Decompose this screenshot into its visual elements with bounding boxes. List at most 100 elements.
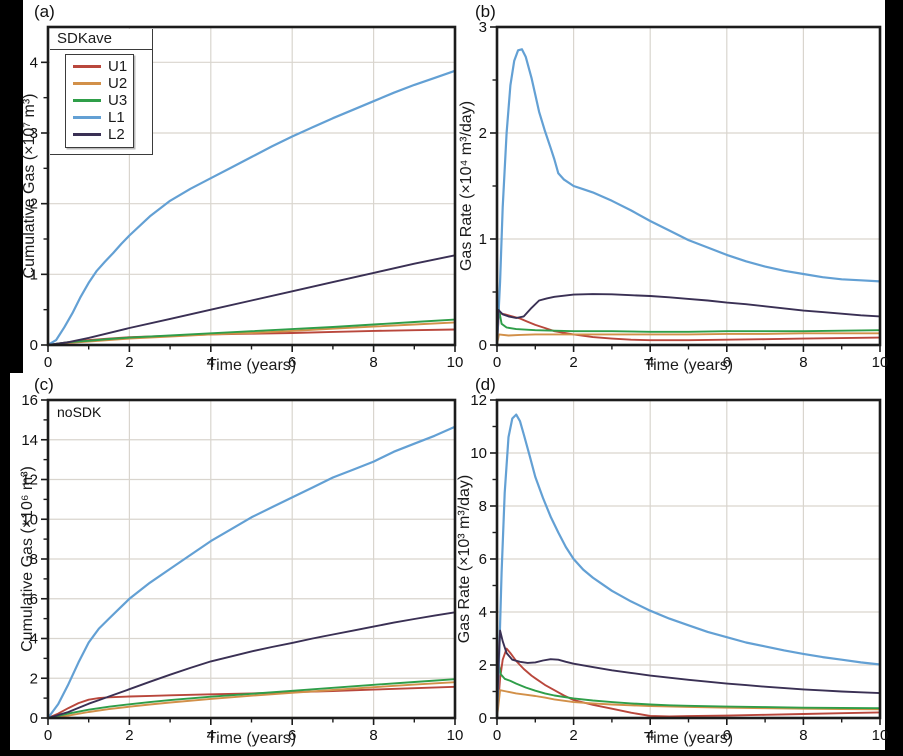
y-tick-label: 0 — [30, 710, 38, 727]
legend-row-u1: U1 — [73, 58, 127, 75]
legend-swatch-u1 — [73, 65, 101, 68]
panel-label-d: (d) — [475, 375, 496, 394]
y-axis-label-b: Gas Rate (×10⁴ m³/day) — [458, 100, 475, 272]
legend-row-l1: L1 — [73, 109, 127, 126]
y-tick-label: 6 — [479, 551, 487, 568]
legend-label-l2: L2 — [108, 126, 125, 143]
series-u3-panel-2 — [47, 678, 456, 719]
y-tick-label: 12 — [470, 392, 487, 409]
legend-title: SDKave — [50, 29, 152, 50]
series-l2-panel-2 — [47, 611, 456, 719]
legend-row-u3: U3 — [73, 92, 127, 109]
x-tick-label: 8 — [369, 727, 377, 744]
panel-a: (a) Cumulative Gas (×10⁷ m³) 0 2 4 6 8 10 0 1 2 3… — [0, 0, 463, 374]
x-tick-label: 2 — [125, 727, 133, 744]
x-tick-label: 6 — [723, 354, 731, 371]
legend-label-u1: U1 — [108, 58, 128, 75]
series-l1-panel-2 — [46, 425, 457, 720]
x-tick-label: 2 — [569, 727, 577, 744]
x-axis-label-d: Time (years) — [643, 730, 734, 747]
chart-d: 0 2 4 6 8 10 0 2 4 6 8 10 12 — [470, 392, 888, 744]
series-l1-panel-3 — [495, 413, 882, 720]
y-tick-label: 16 — [21, 392, 38, 409]
plot-area-b: 0 2 4 6 8 10 0 1 2 3 — [479, 19, 889, 371]
legend-label-l1: L1 — [108, 109, 125, 126]
panel-label-c: (c) — [34, 375, 54, 394]
legend-swatch-u3 — [73, 99, 101, 102]
series-u2-panel-3 — [496, 689, 881, 719]
series-u3-panel-1 — [496, 305, 881, 346]
x-tick-label: 10 — [447, 354, 464, 371]
x-tick-label: 6 — [288, 354, 296, 371]
panel-label-b: (b) — [475, 2, 496, 21]
y-tick-label: 2 — [479, 125, 487, 142]
x-axis-label-b: Time (years) — [643, 357, 734, 374]
legend-row-l2: L2 — [73, 126, 127, 143]
x-tick-label: 2 — [569, 354, 577, 371]
panel-d: (d) Gas Rate (×10³ m³/day) 0 2 4 6 8 10 0 2 4 6 8 1… — [455, 373, 903, 756]
x-tick-label: 10 — [872, 354, 889, 371]
frame-patch — [10, 0, 23, 373]
y-tick-label: 0 — [479, 337, 487, 354]
y-tick-label: 4 — [479, 604, 487, 621]
y-tick-label: 0 — [30, 337, 38, 354]
legend-label-u2: U2 — [108, 75, 128, 92]
y-axis-label-a: Cumulative Gas (×10⁷ m³) — [21, 93, 38, 279]
chart-a: 0 2 4 6 8 10 0 1 2 3 4 — [30, 25, 463, 371]
series-l2-panel-0 — [47, 254, 456, 346]
legend-label-u3: U3 — [108, 92, 128, 109]
x-tick-label: 8 — [799, 727, 807, 744]
y-tick-label: 10 — [470, 445, 487, 462]
legend-row-u2: U2 — [73, 75, 127, 92]
series-l2-panel-1 — [496, 293, 881, 346]
series-l2-panel-3 — [496, 629, 881, 719]
series-u1-panel-1 — [496, 312, 881, 346]
y-tick-label: 2 — [30, 196, 38, 213]
y-tick-label: 3 — [30, 125, 38, 142]
x-tick-label: 10 — [872, 727, 889, 744]
x-axis-label-c: Time (years) — [206, 730, 297, 747]
panel-label-a: (a) — [34, 2, 55, 21]
legend: SDKave U1 U2 U3 L1 L2 — [50, 29, 153, 155]
x-tick-label: 6 — [723, 727, 731, 744]
x-tick-label: 8 — [799, 354, 807, 371]
y-tick-label: 4 — [30, 54, 38, 71]
x-tick-label: 8 — [369, 354, 377, 371]
x-tick-label: 4 — [207, 354, 215, 371]
x-tick-label: 4 — [646, 727, 654, 744]
x-tick-label: 4 — [207, 727, 215, 744]
plot-area-d: 0 2 4 6 8 10 0 2 4 6 8 10 12 — [470, 392, 888, 744]
y-tick-label: 1 — [479, 231, 487, 248]
y-tick-label: 14 — [21, 432, 38, 449]
y-tick-label: 2 — [479, 657, 487, 674]
x-tick-label: 0 — [44, 727, 52, 744]
legend-swatch-l2 — [73, 133, 101, 136]
x-tick-label: 0 — [493, 727, 501, 744]
series-l1-panel-0 — [46, 69, 457, 347]
x-tick-label: 0 — [493, 354, 501, 371]
y-tick-label: 8 — [479, 498, 487, 515]
annotation-nosdk: noSDK — [57, 404, 102, 420]
x-tick-label: 4 — [646, 354, 654, 371]
y-tick-label: 10 — [21, 511, 38, 528]
panel-b: (b) Gas Rate (×10⁴ m³/day) 0 2 4 6 8 10 0 1 2 3 T… — [455, 0, 903, 374]
y-axis-label-d: Gas Rate (×10³ m³/day) — [456, 474, 473, 644]
chart-b: 0 2 4 6 8 10 0 1 2 3 — [479, 19, 889, 371]
x-tick-label: 6 — [288, 727, 296, 744]
series-u1-panel-2 — [47, 685, 456, 719]
y-tick-label: 6 — [30, 591, 38, 608]
x-axis-label-a: Time (years) — [206, 357, 297, 374]
legend-swatch-l1 — [73, 116, 101, 119]
series-u3-panel-0 — [47, 318, 456, 346]
series-l1-panel-1 — [495, 48, 882, 347]
legend-swatch-u2 — [73, 82, 101, 85]
x-tick-label: 0 — [44, 354, 52, 371]
panel-c: (c) Cumulative Gas (×10⁶ m³) 0 2 4 6 8 10 0 2 4 6… — [0, 373, 463, 756]
y-tick-label: 0 — [479, 710, 487, 727]
y-tick-label: 1 — [30, 266, 38, 283]
x-tick-label: 10 — [447, 727, 464, 744]
legend-entries: U1 U2 U3 L1 L2 — [65, 54, 135, 148]
y-tick-label: 8 — [30, 551, 38, 568]
x-tick-label: 2 — [125, 354, 133, 371]
series-u2-panel-1 — [496, 332, 881, 346]
